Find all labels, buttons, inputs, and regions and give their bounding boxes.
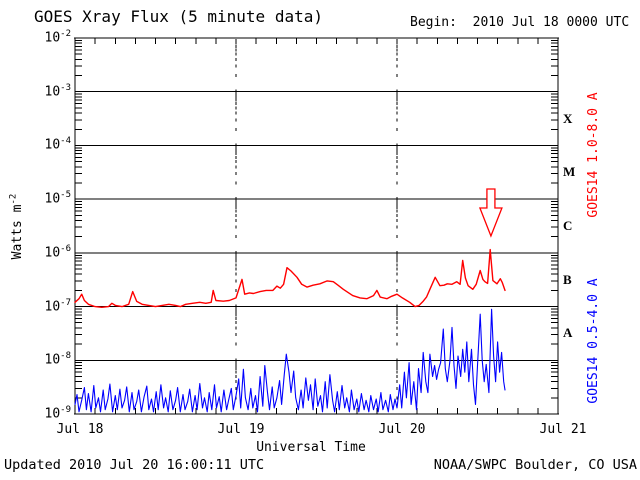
flare-class-label-m: M [563, 164, 576, 180]
y-tick-label: 10-2 [44, 29, 72, 46]
x-tick-label: Jul 20 [378, 422, 426, 437]
flare-class-label-b: B [563, 271, 572, 287]
flare-class-label-x: X [563, 110, 573, 126]
y-tick-label: 10-4 [44, 136, 72, 153]
updated-timestamp: Updated 2010 Jul 20 16:00:11 UTC [4, 457, 265, 473]
red-flux-trace [74, 248, 506, 308]
blue-flux-trace [74, 308, 506, 413]
legend-red-goes14-long: GOES14 1.0-8.0 A [586, 92, 601, 218]
y-tick-label: 10-5 [44, 190, 72, 207]
y-tick-label: 10-6 [44, 243, 72, 261]
begin-timestamp: Begin: 2010 Jul 18 0000 UTC [410, 15, 630, 30]
legend-blue-goes14-short: GOES14 0.5-4.0 A [586, 278, 601, 404]
y-tick-label: 10-8 [44, 351, 72, 368]
x-tick-label: Jul 18 [56, 422, 104, 437]
flare-annotation-arrow [478, 188, 503, 238]
y-tick-label: 10-7 [44, 297, 72, 314]
x-tick-label: Jul 19 [217, 422, 265, 437]
flare-class-label-a: A [563, 325, 573, 341]
y-axis-title-exponent: -2 [8, 193, 19, 205]
source-credit: NOAA/SWPC Boulder, CO USA [433, 457, 637, 473]
x-tick-label: Jul 21 [539, 422, 587, 437]
flare-class-label-c: C [563, 218, 573, 233]
x-axis-title: Universal Time [256, 440, 366, 455]
y-tick-label: 10-9 [44, 405, 72, 422]
y-axis-title: Watts m-2 [8, 193, 25, 260]
y-tick-label: 10-3 [44, 82, 72, 100]
page-title: GOES Xray Flux (5 minute data) [34, 7, 323, 26]
